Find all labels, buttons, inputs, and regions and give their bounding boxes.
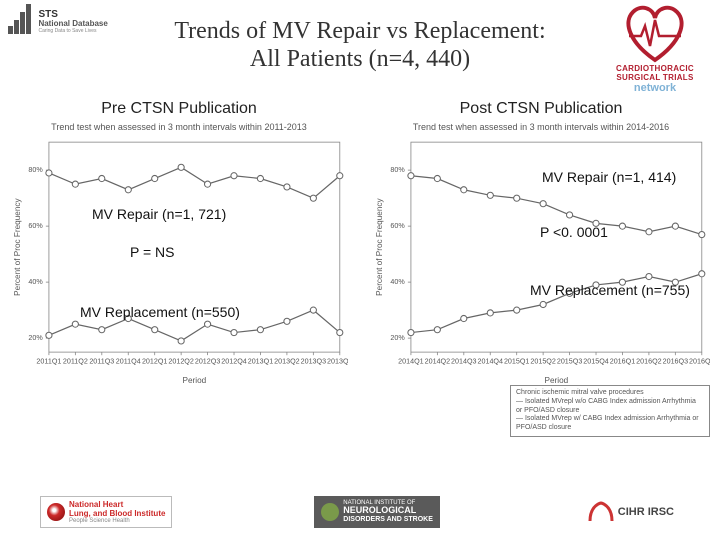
title-line-1: Trends of MV Repair vs Replacement:	[0, 18, 720, 46]
chart-right: 20%40%60%80%2014Q12014Q22014Q32014Q42015…	[372, 136, 710, 381]
svg-text:2016Q2: 2016Q2	[636, 357, 661, 365]
svg-text:2011Q4: 2011Q4	[116, 357, 141, 365]
svg-text:80%: 80%	[390, 166, 405, 174]
svg-text:Percent of Proc Frequency: Percent of Proc Frequency	[13, 198, 22, 296]
svg-text:2014Q3: 2014Q3	[451, 357, 476, 365]
svg-text:60%: 60%	[390, 222, 405, 230]
svg-text:2012Q2: 2012Q2	[168, 357, 193, 365]
svg-text:80%: 80%	[28, 166, 43, 174]
ctsn-logo-net: network	[600, 82, 710, 94]
panel-right: Post CTSN Publication Trend test when as…	[372, 100, 710, 430]
svg-text:2013Q3: 2013Q3	[301, 357, 326, 365]
svg-text:2012Q4: 2012Q4	[221, 357, 246, 365]
svg-text:2015Q2: 2015Q2	[530, 357, 555, 365]
svg-text:2011Q3: 2011Q3	[89, 357, 114, 365]
panel-left-subtitle: Trend test when assessed in 3 month inte…	[10, 122, 348, 132]
svg-text:60%: 60%	[28, 222, 43, 230]
svg-text:20%: 20%	[390, 334, 405, 342]
ann-left-replace: MV Replacement (n=550)	[80, 304, 240, 320]
svg-text:2014Q4: 2014Q4	[478, 357, 503, 365]
ann-right-repair: MV Repair (n=1, 414)	[542, 169, 676, 185]
svg-text:Period: Period	[545, 376, 569, 385]
chart-legend: Chronic ischemic mitral valve procedures…	[510, 385, 710, 437]
svg-text:20%: 20%	[28, 334, 43, 342]
ann-right-pvalue: P <0. 0001	[540, 224, 608, 240]
legend-line-1: — Isolated MVrepl w/o CABG Index admissi…	[516, 398, 704, 416]
chart-left: 20%40%60%80%2011Q12011Q22011Q32011Q42012…	[10, 136, 348, 381]
legend-line-2: — Isolated MVrep w/ CABG Index admission…	[516, 415, 704, 433]
svg-text:2016Q3: 2016Q3	[663, 357, 688, 365]
svg-text:2014Q1: 2014Q1	[398, 357, 423, 365]
panel-left: Pre CTSN Publication Trend test when ass…	[10, 100, 348, 430]
ann-left-pvalue: P = NS	[130, 244, 175, 260]
ann-right-replace: MV Replacement (n=755)	[530, 282, 690, 298]
svg-text:2016Q4: 2016Q4	[689, 357, 710, 365]
svg-text:2013Q4: 2013Q4	[327, 357, 348, 365]
svg-text:2011Q1: 2011Q1	[36, 357, 61, 365]
svg-text:2012Q3: 2012Q3	[195, 357, 220, 365]
svg-text:2015Q3: 2015Q3	[557, 357, 582, 365]
nhlbi-logo: National Heart Lung, and Blood Institute…	[40, 496, 172, 528]
ninds-logo: NATIONAL INSTITUTE OF NEUROLOGICAL DISOR…	[314, 496, 440, 528]
chart-panels: Pre CTSN Publication Trend test when ass…	[10, 100, 710, 430]
svg-text:2013Q1: 2013Q1	[248, 357, 273, 365]
svg-text:Period: Period	[183, 376, 207, 385]
footer-logos: National Heart Lung, and Blood Institute…	[40, 496, 680, 528]
panel-right-heading: Post CTSN Publication	[372, 100, 710, 118]
svg-text:Percent of Proc Frequency: Percent of Proc Frequency	[375, 198, 384, 296]
ann-left-repair: MV Repair (n=1, 721)	[92, 206, 226, 222]
legend-title: Chronic ischemic mitral valve procedures	[516, 389, 704, 398]
panel-left-heading: Pre CTSN Publication	[10, 100, 348, 118]
svg-text:2011Q2: 2011Q2	[63, 357, 88, 365]
svg-text:2012Q1: 2012Q1	[142, 357, 167, 365]
svg-text:2015Q4: 2015Q4	[583, 357, 608, 365]
title-line-2: All Patients (n=4, 440)	[0, 46, 720, 74]
svg-text:2015Q1: 2015Q1	[504, 357, 529, 365]
svg-text:40%: 40%	[28, 278, 43, 286]
svg-text:2016Q1: 2016Q1	[610, 357, 635, 365]
cihr-logo: CIHR IRSC	[582, 498, 680, 526]
slide-title: Trends of MV Repair vs Replacement: All …	[0, 18, 720, 73]
svg-text:2013Q2: 2013Q2	[274, 357, 299, 365]
ctsn-logo-line2: SURGICAL TRIALS	[600, 73, 710, 82]
svg-text:40%: 40%	[390, 278, 405, 286]
svg-text:2014Q2: 2014Q2	[425, 357, 450, 365]
panel-right-subtitle: Trend test when assessed in 3 month inte…	[372, 122, 710, 132]
